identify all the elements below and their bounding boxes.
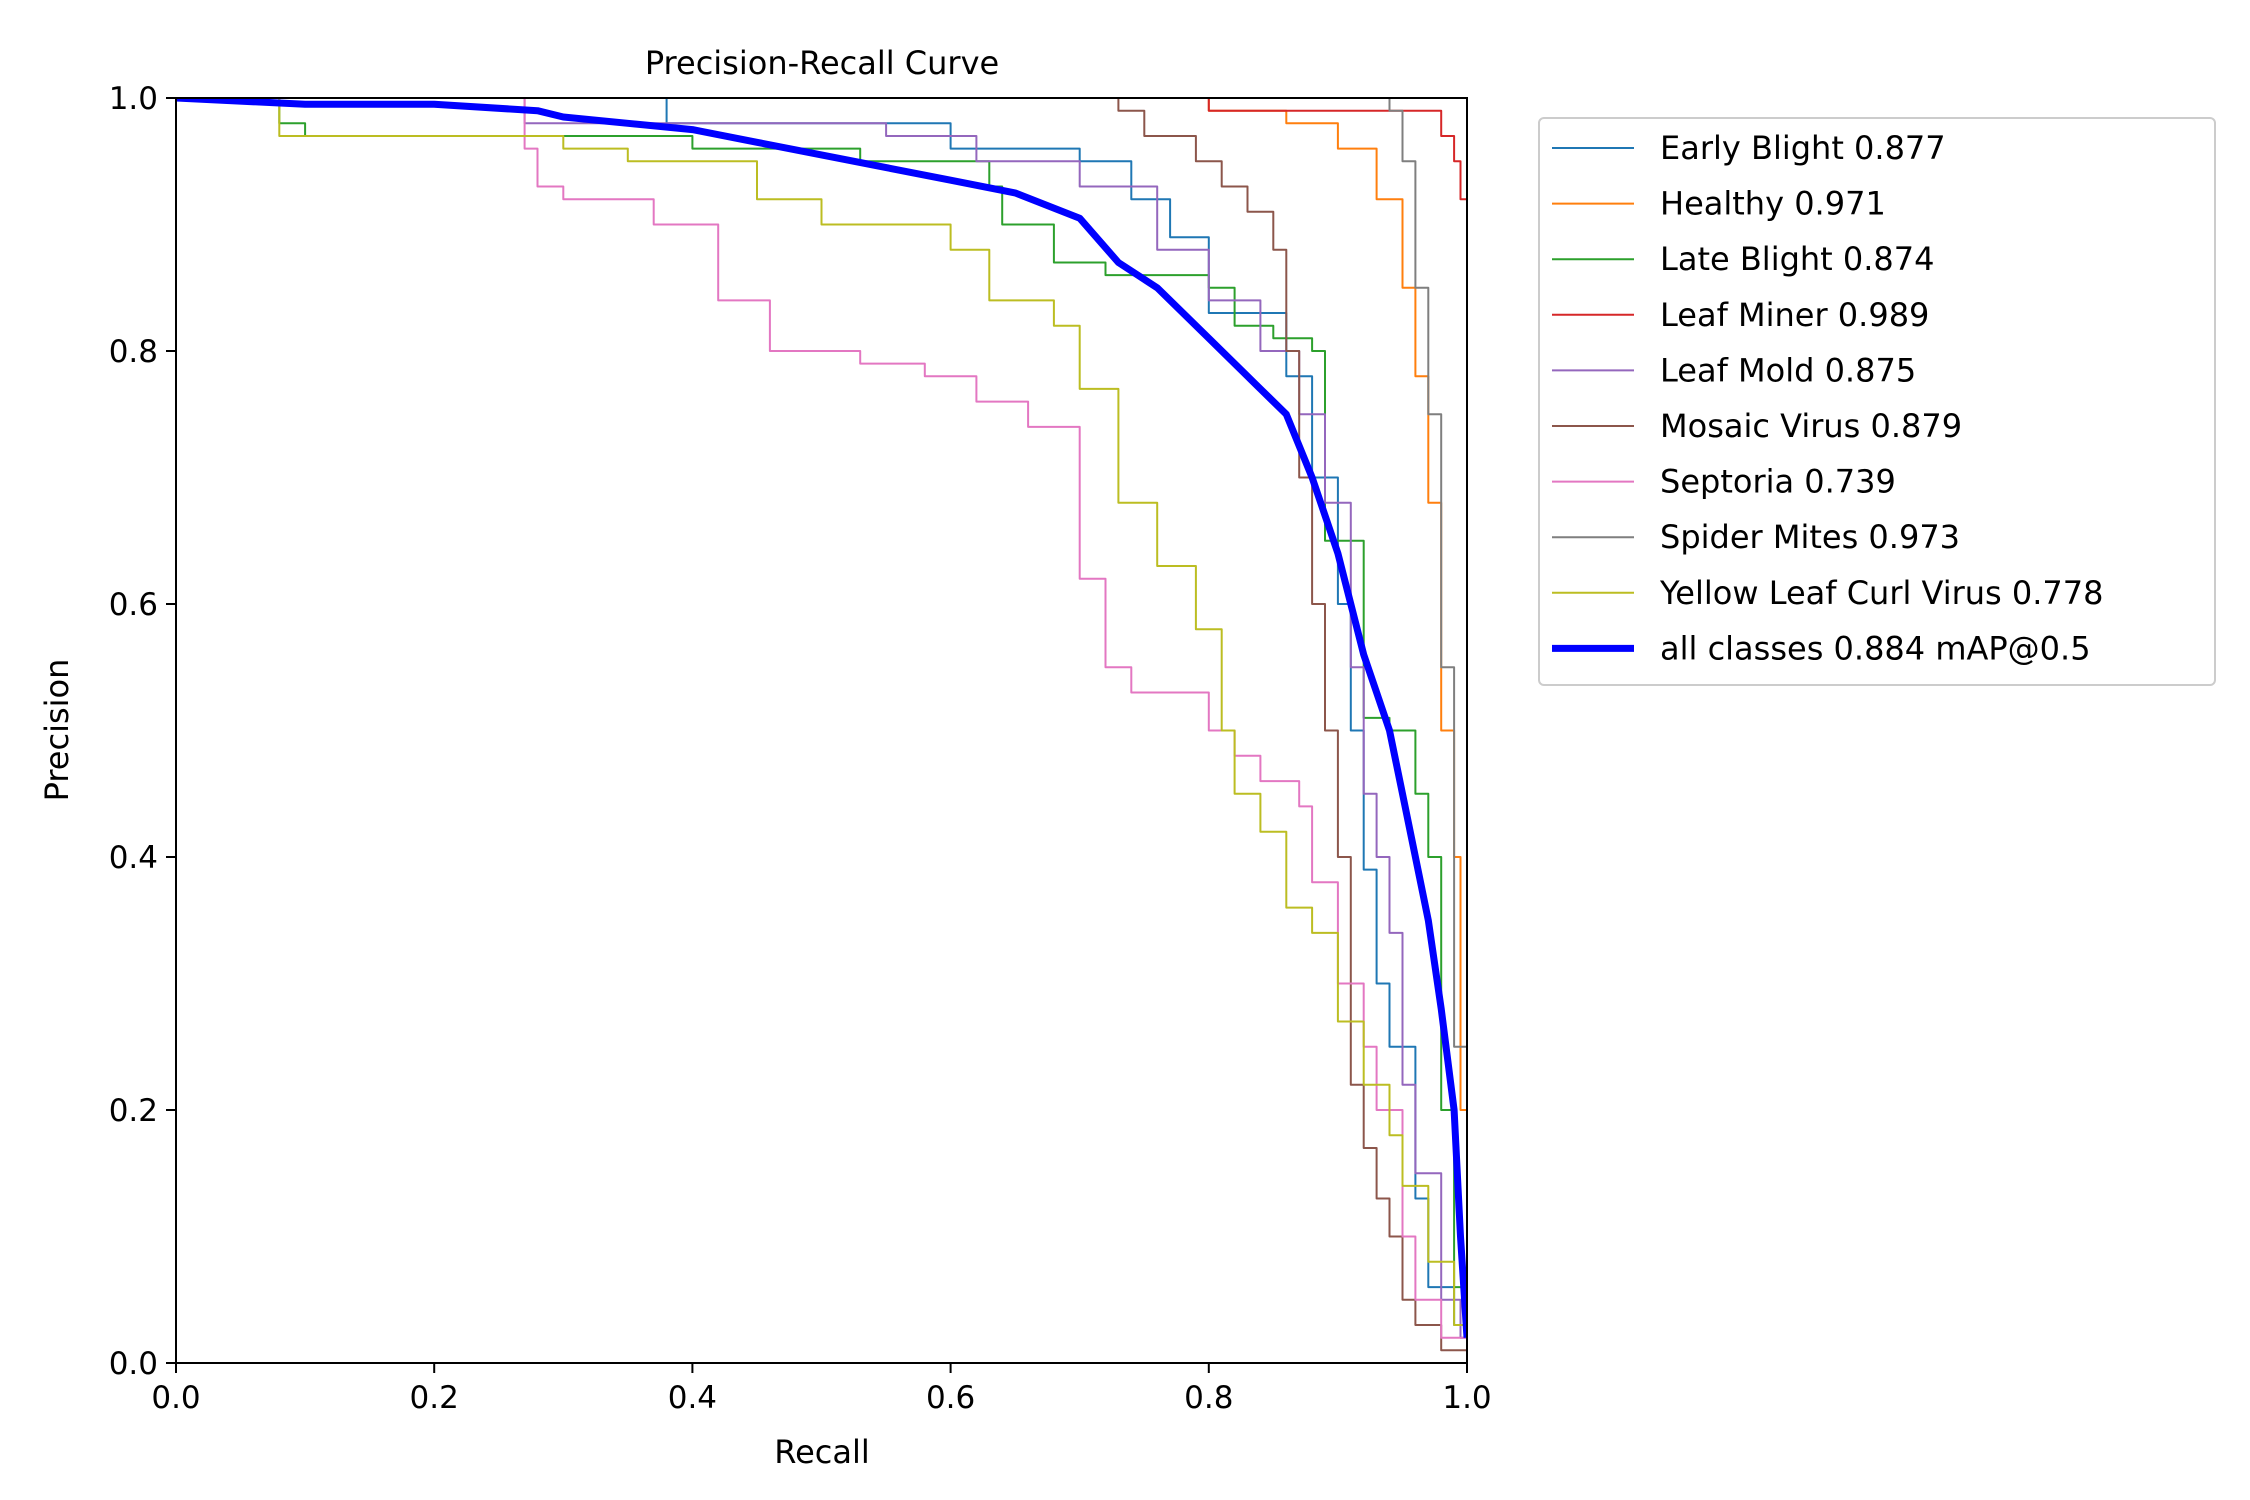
x-tick-label: 0.6 [926,1380,975,1416]
plot-frame [175,97,1468,1364]
y-tick-label: 0.6 [109,587,158,623]
series-line-late-blight-0-874 [176,98,1467,1363]
series-line-healthy-0-971 [176,98,1467,1363]
x-tick-label: 0.4 [668,1380,717,1416]
plot-area [176,98,1467,1363]
x-axis: 0.0 0.2 0.4 0.6 0.8 1.0 [151,1363,1492,1416]
y-tick-label: 0.8 [109,334,158,370]
x-axis-label: Recall [774,1433,869,1471]
series-line-mosaic-virus-0-879 [176,98,1467,1363]
legend-box [1538,117,2216,686]
legend-label-yellow-leaf-curl-virus-0-778: Yellow Leaf Curl Virus 0.778 [1659,574,2104,612]
series-line-septoria-0-739 [176,98,1467,1363]
series-line-all-classes-0-884-map-0-5 [176,98,1467,1338]
legend-label-leaf-mold-0-875: Leaf Mold 0.875 [1660,351,1916,389]
legend-entries: Early Blight 0.877 Healthy 0.971 Late Blig… [1552,129,2104,667]
x-tick-label: 0.0 [151,1380,200,1416]
x-tick-label: 0.8 [1184,1380,1233,1416]
series-line-yellow-leaf-curl-virus-0-778 [176,98,1467,1363]
y-tick-label: 0.2 [109,1093,158,1129]
x-tick-label: 1.0 [1442,1380,1491,1416]
legend-label-late-blight-0-874: Late Blight 0.874 [1660,240,1935,278]
y-tick-label: 0.0 [109,1346,158,1382]
y-tick-label: 0.4 [109,840,158,876]
legend-label-early-blight-0-877: Early Blight 0.877 [1660,129,1946,167]
x-tick-label: 0.2 [410,1380,459,1416]
series-line-early-blight-0-877 [176,98,1467,1363]
legend-label-healthy-0-971: Healthy 0.971 [1660,185,1886,223]
legend: Early Blight 0.877 Healthy 0.971 Late Blig… [1538,117,2216,686]
legend-label-all-classes-0-884-map-0-5: all classes 0.884 mAP@0.5 [1660,629,2091,667]
legend-label-mosaic-virus-0-879: Mosaic Virus 0.879 [1660,407,1962,445]
series-line-leaf-mold-0-875 [176,98,1467,1363]
legend-label-septoria-0-739: Septoria 0.739 [1660,463,1896,501]
y-axis-label: Precision [38,659,76,802]
series-line-spider-mites-0-973 [176,98,1467,1363]
y-tick-label: 1.0 [109,81,158,117]
legend-label-spider-mites-0-973: Spider Mites 0.973 [1660,518,1960,556]
chart-title: Precision-Recall Curve [645,44,999,82]
series-line-leaf-miner-0-989 [176,98,1467,1161]
legend-label-leaf-miner-0-989: Leaf Miner 0.989 [1660,296,1929,334]
y-axis: 0.0 0.2 0.4 0.6 0.8 1.0 [109,81,176,1382]
